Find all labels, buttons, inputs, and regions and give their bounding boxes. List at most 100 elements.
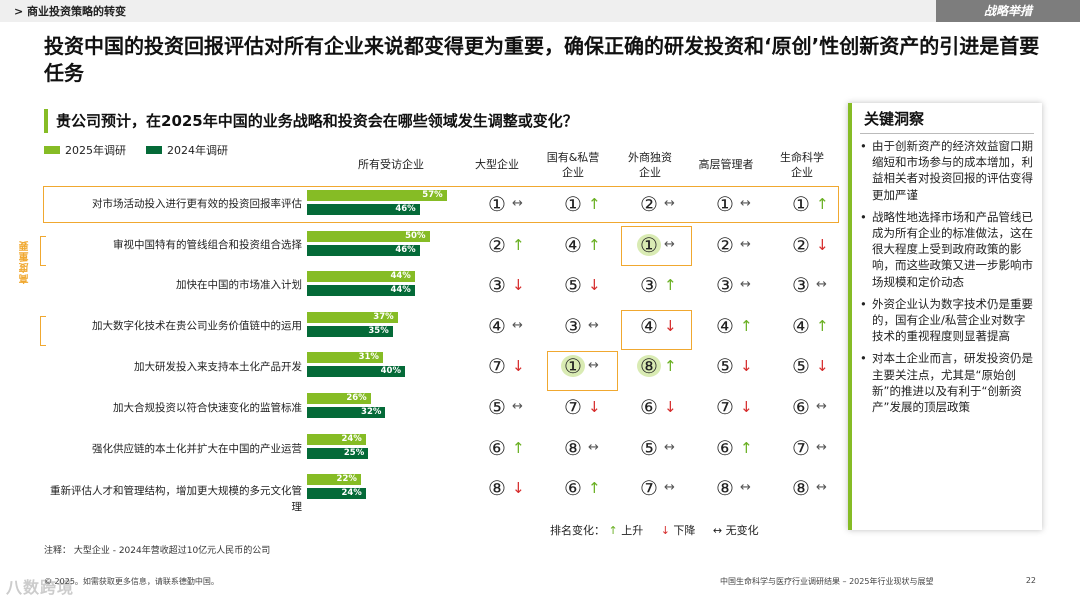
survey-question: 贵公司预计，在2025年中国的业务战略和投资会在哪些领域发生调整或变化？ xyxy=(56,112,578,130)
rank-number: ② xyxy=(640,192,658,216)
rank-legend-up: 上升 xyxy=(621,524,644,537)
rank-number: ⑥ xyxy=(640,395,658,419)
rank-number: ⑧ xyxy=(488,476,506,501)
up-arrow-icon: ↑ xyxy=(740,316,753,335)
insights-list: 由于创新资产的经济效益窗口期缩短和市场参与的成本增加，利益相关者对投资回报的评估… xyxy=(852,134,1042,415)
bracket-row-2 xyxy=(40,236,46,266)
rank-cell: ⑤ ↔ xyxy=(637,437,675,459)
same-arrow-icon: ↔ xyxy=(512,196,523,211)
bracket-row-4 xyxy=(40,316,46,346)
rank-number: ① xyxy=(564,192,582,216)
page-title: 投资中国的投资回报评估对所有企业来说都变得更为重要，确保正确的研发投资和‘原创’… xyxy=(44,34,1040,85)
rank-cell: ⑦ ↔ xyxy=(789,437,827,459)
up-arrow-icon: ↑ xyxy=(816,316,829,335)
insight-item: 由于创新资产的经济效益窗口期缩短和市场参与的成本增加，利益相关者对投资回报的评估… xyxy=(856,138,1036,203)
down-arrow-icon: ↓ xyxy=(512,276,525,295)
rank-cell: ⑧ ↔ xyxy=(561,437,599,459)
rank-cell: ④ ↑ xyxy=(713,315,753,337)
bar-2024: 32% xyxy=(307,407,386,418)
rank-number: ⑤ xyxy=(640,435,658,460)
row-label: 加大合规投资以符合快速变化的监管标准 xyxy=(113,402,302,414)
rank-cell: ① ↔ xyxy=(485,193,523,215)
report-name: 中国生命科学与医疗行业调研结果 – 2025年行业现状与展望 xyxy=(720,577,934,586)
watermark: 八数跨境 xyxy=(6,578,75,597)
same-arrow-icon: ↔ xyxy=(816,399,827,414)
bar-value-label: 50% xyxy=(405,230,426,241)
column-header-foreign-text: 外商独资 企业 xyxy=(628,151,672,179)
rank-cell: ⑧ ↔ xyxy=(713,477,751,499)
highlight-row-1-box xyxy=(43,186,839,223)
bar-2025: 50% xyxy=(307,230,430,242)
bar-2024: 46% xyxy=(307,204,420,215)
footnote: 注释： 大型企业 - 2024年营收超过10亿元人民币的公司 xyxy=(44,546,271,556)
rank-number: ⑧ xyxy=(792,476,810,501)
down-arrow-icon: ↓ xyxy=(512,479,525,498)
rank-number: ③ xyxy=(792,273,810,298)
rank-number: ② xyxy=(716,232,734,257)
bar-value-label: 37% xyxy=(373,311,394,322)
row-label: 加大数字化技术在贵公司业务价值链中的运用 xyxy=(92,320,302,332)
rank-number: ① xyxy=(716,192,734,216)
bar-2024: 46% xyxy=(307,244,420,256)
rank-number: ⑤ xyxy=(792,354,810,379)
column-header-exec: 高层管理者 xyxy=(698,158,754,171)
bar-2024: 25% xyxy=(307,447,369,459)
rank-cell: ③ ↔ xyxy=(789,274,827,296)
rank-cell: ④ ↓ xyxy=(637,315,677,337)
legend-label-2025: 2025年调研 xyxy=(65,144,126,157)
rank-number: ① xyxy=(792,192,810,216)
bar-value-label: 46% xyxy=(395,244,416,255)
rank-cell: ① ↔ xyxy=(713,193,751,215)
same-arrow-icon: ↔ xyxy=(740,480,751,496)
down-arrow-icon: ↓ xyxy=(664,398,677,416)
rank-cell: ⑥ ↑ xyxy=(713,437,753,459)
rank-cell: ⑧ ↔ xyxy=(789,477,827,499)
rank-cell: ① ↔ xyxy=(637,233,675,256)
rank-cell: ⑤ ↔ xyxy=(485,396,523,418)
up-arrow-icon: ↑ xyxy=(512,235,525,254)
column-header-foreign: 外商独资 企业 xyxy=(628,150,672,180)
rank-number: ③ xyxy=(488,273,506,298)
down-arrow-icon: ↓ xyxy=(588,276,601,295)
same-arrow-icon: ↔ xyxy=(664,196,675,211)
rank-cell: ③ ↔ xyxy=(561,315,599,337)
rank-number: ① xyxy=(488,192,506,216)
high-priority-label: 高度重要 xyxy=(20,240,31,284)
question-accent-bar xyxy=(44,109,48,133)
same-arrow-icon: ↔ xyxy=(740,236,751,252)
bar-value-label: 24% xyxy=(341,433,362,444)
rank-number: ⑦ xyxy=(716,395,734,419)
rank-number: ② xyxy=(792,232,810,257)
rank-cell: ③ ↔ xyxy=(713,274,751,296)
bar-2025: 26% xyxy=(307,393,371,404)
rank-number: ⑦ xyxy=(640,476,658,501)
legend-2024: 2024年调研 xyxy=(146,142,228,158)
same-arrow-icon: ↔ xyxy=(664,236,675,252)
panel-divider xyxy=(860,133,1034,134)
rank-cell: ④ ↑ xyxy=(789,315,829,337)
legend-swatch-2025 xyxy=(44,146,60,154)
bar-value-label: 24% xyxy=(341,488,362,499)
rank-cell: ② ↑ xyxy=(485,234,525,256)
rank-cell: ⑤ ↓ xyxy=(713,355,753,377)
rank-number: ⑤ xyxy=(564,273,582,298)
rank-number: ⑦ xyxy=(792,435,810,460)
bar-value-label: 44% xyxy=(390,285,411,296)
bar-value-label: 25% xyxy=(343,447,365,458)
bar-2025: 57% xyxy=(307,190,447,201)
rank-cell: ⑥ ↔ xyxy=(789,396,827,418)
rank-number: ③ xyxy=(564,313,582,338)
up-arrow-icon: ↑ xyxy=(664,276,677,295)
same-arrow-icon: ↔ xyxy=(664,480,675,496)
insight-item: 对本土企业而言，研发投资仍是主要关注点，尤其是“原始创新”的推进以及有利于“创新… xyxy=(856,350,1036,415)
rank-cell: ① ↔ xyxy=(561,355,599,378)
highlight-soe-row-5 xyxy=(547,351,618,391)
row-label: 加大研发投入来支持本土化产品开发 xyxy=(134,361,302,373)
bar-value-label: 35% xyxy=(368,325,389,336)
rank-number: ⑦ xyxy=(564,395,582,419)
rank-cell: ⑤ ↓ xyxy=(561,274,601,296)
insight-item: 外资企业认为数字技术仍是重要的，国有企业/私营企业对数字技术的重视程度则显著提高 xyxy=(856,296,1036,345)
down-arrow-icon: ↓ xyxy=(512,357,525,376)
rank-number: ⑧ xyxy=(564,435,582,460)
same-arrow-icon: ↔ xyxy=(816,439,827,455)
